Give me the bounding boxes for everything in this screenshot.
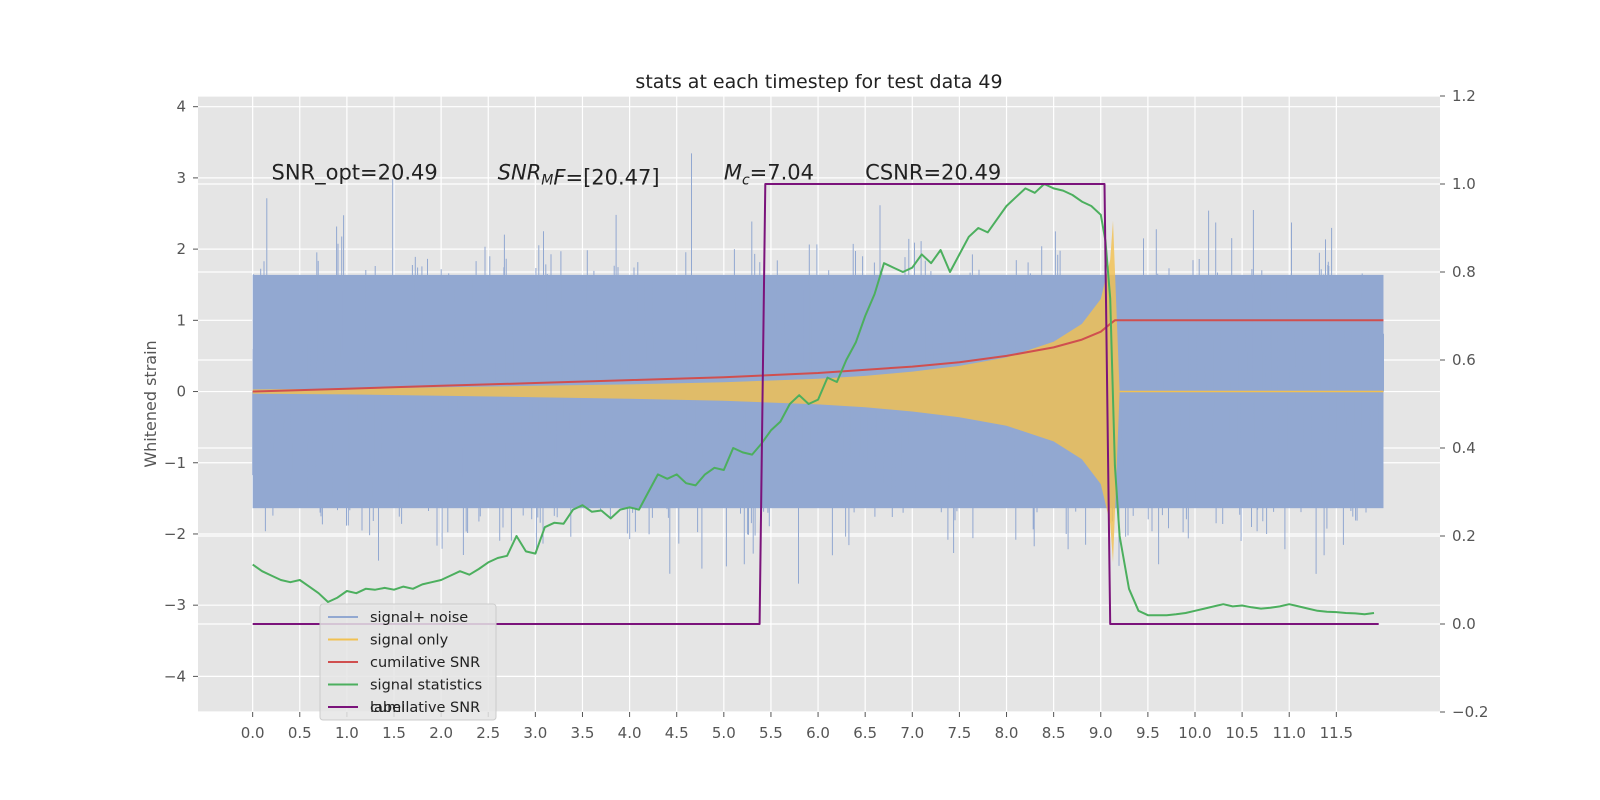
- x-tick-label-22: 11.0: [1273, 724, 1306, 742]
- y2-tick-label-0: 1.2: [1452, 87, 1476, 105]
- y2-tick-label-3: 0.6: [1452, 351, 1476, 369]
- y2-tick-label-5: 0.2: [1452, 527, 1476, 545]
- legend-ghost-label: cumilative SNR: [370, 700, 480, 716]
- x-tick-label-15: 7.5: [947, 724, 971, 742]
- x-tick-label-6: 3.0: [523, 724, 547, 742]
- y-tick-label-8: −4: [164, 667, 186, 685]
- x-tick-label-2: 1.0: [335, 724, 359, 742]
- x-tick-label-4: 2.0: [429, 724, 453, 742]
- legend-label-1: signal only: [370, 633, 449, 649]
- annotation-3: CSNR=20.49: [865, 160, 1001, 184]
- y-tick-label-7: −3: [164, 596, 186, 614]
- y-axis-title: Whitened strain: [141, 340, 160, 467]
- chart-title: stats at each timestep for test data 49: [635, 71, 1002, 93]
- y-tick-label-6: −2: [164, 525, 186, 543]
- series-signal-statisticsline: [252, 183, 1375, 617]
- annotation-2: Mc=7.04: [724, 160, 814, 188]
- x-tick-label-0: 0.0: [241, 724, 265, 742]
- series-signal-only: [252, 220, 1384, 563]
- y-tick-label-4: 0: [176, 383, 186, 401]
- x-tick-label-20: 10.0: [1178, 724, 1211, 742]
- y2-tick-label-6: 0.0: [1452, 615, 1476, 633]
- y2-tick-label-7: −0.2: [1452, 703, 1488, 721]
- legend-label-0: signal+ noise: [370, 610, 468, 626]
- legend-label-4: label: [370, 700, 405, 716]
- y2-tick-label-2: 0.8: [1452, 263, 1476, 281]
- y-tick-label-5: −1: [164, 454, 186, 472]
- legend-box: [319, 603, 497, 721]
- legend-label-2: cumilative SNR: [370, 655, 480, 671]
- x-tick-label-8: 4.0: [618, 724, 642, 742]
- x-tick-label-19: 9.5: [1136, 724, 1160, 742]
- x-tick-label-10: 5.0: [712, 724, 736, 742]
- y-tick-label-2: 2: [176, 240, 186, 258]
- y2-tick-label-4: 0.4: [1452, 439, 1476, 457]
- x-tick-label-1: 0.5: [288, 724, 312, 742]
- axes: 0.0 0.5 1.0 1.5 2.0 2.5 3.0 3.5 4.0 4.5 5.0 5.5 6.0 6…: [164, 87, 1489, 742]
- x-tick-label-23: 11.5: [1320, 724, 1353, 742]
- y-tick-label-3: 1: [176, 311, 186, 329]
- x-tick-label-7: 3.5: [571, 724, 595, 742]
- x-tick-label-16: 8.0: [995, 724, 1019, 742]
- x-tick-label-17: 8.5: [1042, 724, 1066, 742]
- series-lines: [252, 183, 1384, 625]
- x-tick-label-21: 10.5: [1225, 724, 1258, 742]
- y-tick-label-1: 3: [176, 169, 186, 187]
- x-tick-label-12: 6.0: [806, 724, 830, 742]
- annotation-1: SNRMF=[20.47]: [498, 160, 660, 189]
- series-labelline: [252, 183, 1379, 625]
- y-tick-label-0: 4: [176, 98, 186, 116]
- legend: signal+ noise signal only cumilative SNR si…: [319, 603, 497, 721]
- x-tick-label-9: 4.5: [665, 724, 689, 742]
- legend-label-3: signal statistics: [370, 678, 482, 694]
- x-tick-label-14: 7.0: [900, 724, 924, 742]
- annotations: SNR_opt=20.49 SNRMF=[20.47] Mc=7.04 CSNR=20…: [272, 160, 1002, 189]
- signal-only-envelope: [252, 220, 1384, 563]
- y2-tick-label-1: 1.0: [1452, 175, 1476, 193]
- x-tick-label-18: 9.0: [1089, 724, 1113, 742]
- x-tick-label-5: 2.5: [476, 724, 500, 742]
- x-tick-label-13: 6.5: [853, 724, 877, 742]
- x-tick-label-3: 1.5: [382, 724, 406, 742]
- x-tick-label-11: 5.5: [759, 724, 783, 742]
- annotation-0: SNR_opt=20.49: [272, 160, 438, 185]
